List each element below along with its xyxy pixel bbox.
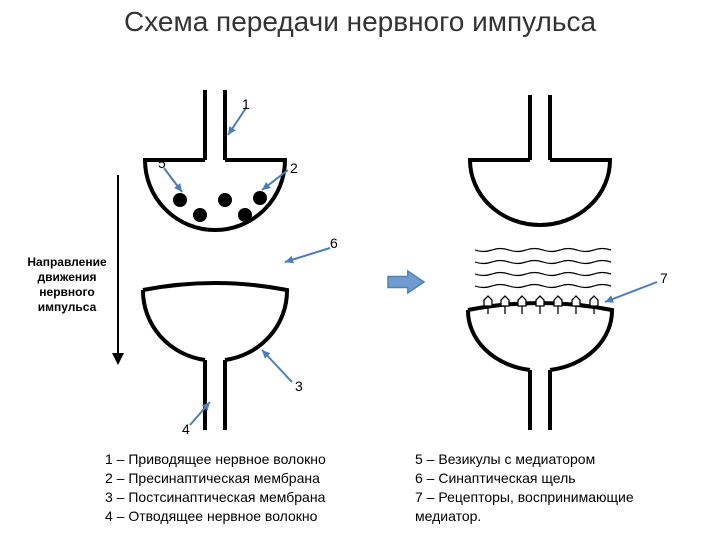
legend-item: 7 – Рецепторы, воспринимающие медиатор. [415, 488, 695, 526]
legend-right: 5 – Везикулы с медиатором 6 – Синаптичес… [415, 450, 695, 526]
label-1: 1 [242, 96, 250, 112]
label-3: 3 [295, 378, 303, 394]
legend-item: 4 – Отводящее нервное волокно [105, 507, 326, 526]
legend-item: 3 – Постсинаптическая мембрана [105, 488, 326, 507]
label-7: 7 [660, 270, 668, 286]
label-5: 5 [158, 155, 166, 171]
label-2: 2 [290, 160, 298, 176]
legend-left: 1 – Приводящее нервное волокно 2 – Преси… [105, 450, 326, 526]
legend-item: 5 – Везикулы с медиатором [415, 450, 695, 469]
legend-item: 6 – Синаптическая щель [415, 469, 695, 488]
label-6: 6 [330, 235, 338, 251]
flow-direction-label: Направление движения нервного импульса [22, 255, 112, 315]
label-4: 4 [182, 421, 190, 437]
legend-item: 2 – Пресинаптическая мембрана [105, 469, 326, 488]
diagram-stage: 1 2 3 4 5 6 7 Направление движения нервн… [0, 0, 720, 540]
legend-item: 1 – Приводящее нервное волокно [105, 450, 326, 469]
